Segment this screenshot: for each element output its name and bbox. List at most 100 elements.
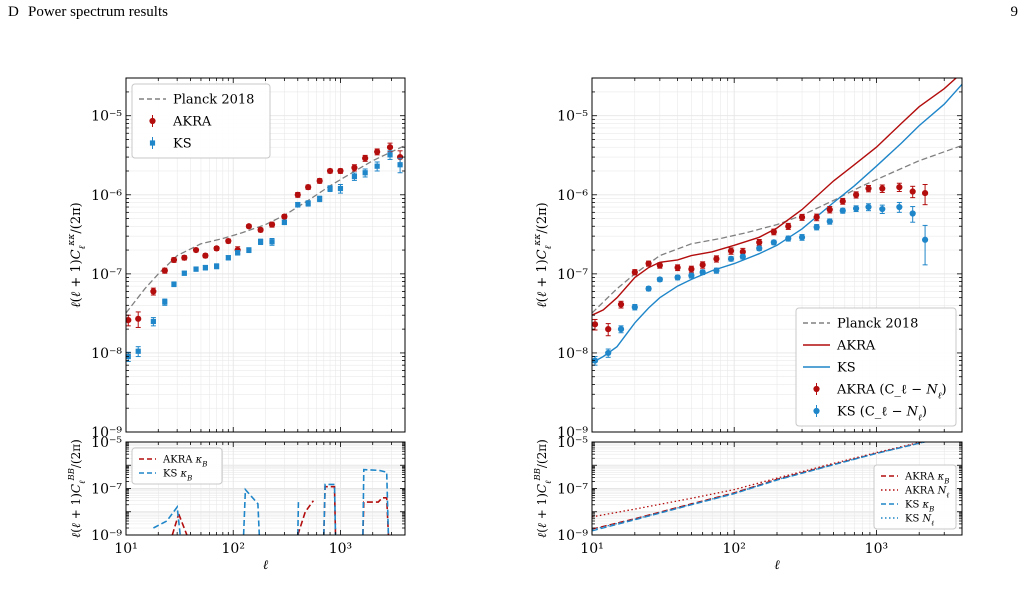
legend-item: AKRA (803, 339, 876, 354)
legend-item: AKRA (149, 115, 212, 130)
data-point (135, 315, 142, 322)
data-point (756, 239, 763, 246)
data-point (770, 239, 777, 246)
data-point (170, 256, 178, 264)
data-point (397, 162, 403, 168)
data-point (645, 285, 652, 292)
y-tick-label: 10⁻⁷ (557, 482, 588, 498)
series-planck-2018 (592, 144, 962, 314)
series-line (592, 442, 925, 518)
ticks (591, 78, 963, 433)
panel-right-top: 10⁻⁹ 10⁻⁸ 10⁻⁷ 10⁻⁶ 10⁻⁵ ℓ(ℓ + 1)Cℓκκ/(2π) Pla… (533, 77, 963, 441)
legend-item: AKRA (C_ℓ − Nℓ) (813, 383, 947, 402)
series-segment (297, 500, 315, 535)
data-point (337, 185, 344, 192)
data-point (245, 223, 252, 230)
series-segment (362, 468, 390, 535)
data-point (257, 226, 264, 233)
y-tick-label: 10⁻⁹ (557, 528, 588, 544)
legend-label: KS (837, 361, 856, 376)
series-segment (242, 487, 261, 535)
legend-box (131, 447, 223, 485)
legend-label: KS (173, 137, 192, 152)
data-point (798, 234, 806, 241)
data-point (362, 155, 369, 162)
data-point (305, 184, 312, 191)
y-tick-label: 10⁻⁵ (557, 109, 588, 125)
legend-label: Planck 2018 (173, 93, 254, 108)
data-point (351, 164, 358, 171)
data-point (727, 255, 735, 262)
legend-label: AKRA (836, 339, 876, 354)
panel-left-bottom: 10⁻⁹ 10⁻⁷ 10⁻⁵ 10¹ 10² 10³ ℓ ℓ(ℓ + 1)CℓBB/(2π) A… (66, 435, 406, 573)
legend-label: AKRA κB (904, 472, 949, 486)
data-point (374, 148, 381, 155)
data-point (281, 213, 288, 220)
data-point (269, 239, 275, 245)
legend-marker (813, 385, 820, 393)
data-point (656, 276, 663, 283)
data-point (337, 167, 344, 175)
series-akra (126, 142, 404, 328)
legend-marker (149, 117, 156, 125)
data-point (268, 221, 276, 228)
data-point (656, 262, 663, 269)
series-segment (177, 513, 188, 535)
series-line (592, 144, 962, 314)
data-point (617, 301, 625, 308)
data-point (896, 203, 903, 211)
y-tick-label: 10⁻⁵ (557, 435, 588, 451)
data-point (150, 318, 156, 325)
data-point (316, 177, 323, 184)
data-point (592, 357, 599, 364)
data-point (688, 272, 695, 279)
data-point (865, 185, 872, 192)
x-axis-label: ℓ (263, 558, 269, 573)
data-point (785, 223, 792, 230)
x-tick-label: 10¹ (580, 541, 603, 557)
data-point (798, 214, 806, 221)
x-tick-label: 10¹ (114, 541, 137, 557)
data-point (171, 281, 177, 287)
series-akra-b (592, 442, 927, 530)
data-point (202, 252, 209, 259)
data-point (921, 190, 929, 197)
data-point (181, 270, 187, 276)
legend-label: KS κB (905, 500, 934, 514)
x-tick-label: 10² (222, 541, 245, 557)
y-tick-label: 10⁻⁸ (91, 346, 122, 362)
y-tick-label: 10⁻⁹ (91, 528, 122, 544)
y-axis-label: ℓ(ℓ + 1)Cℓκκ/(2π) (533, 202, 554, 307)
legend-item: KS (149, 137, 192, 152)
series-segment (323, 483, 337, 535)
legend-label: AKRA (172, 115, 212, 130)
data-point (326, 167, 334, 175)
data-point (192, 246, 200, 254)
data-point (317, 196, 323, 202)
data-point (235, 250, 241, 256)
data-point (865, 203, 872, 211)
legend-label: AKRA κB (162, 455, 207, 469)
y-tick-label: 10⁻⁷ (91, 482, 122, 498)
data-point (592, 321, 599, 328)
y-tick-label: 10⁻⁵ (91, 435, 122, 451)
legend-item: AKRA κB (139, 455, 207, 469)
series-layer (592, 78, 962, 366)
data-point (879, 185, 886, 192)
data-point (126, 317, 132, 324)
data-point (813, 214, 820, 221)
data-point (879, 205, 886, 213)
y-tick-label: 10⁻⁶ (557, 188, 588, 204)
data-point (386, 144, 394, 151)
series-segment (153, 504, 181, 535)
data-point (699, 261, 706, 268)
legend-box (795, 307, 957, 427)
data-point (161, 267, 168, 274)
data-point (770, 228, 777, 235)
series-segment (297, 502, 300, 535)
data-point (813, 224, 820, 231)
data-point (853, 205, 860, 212)
